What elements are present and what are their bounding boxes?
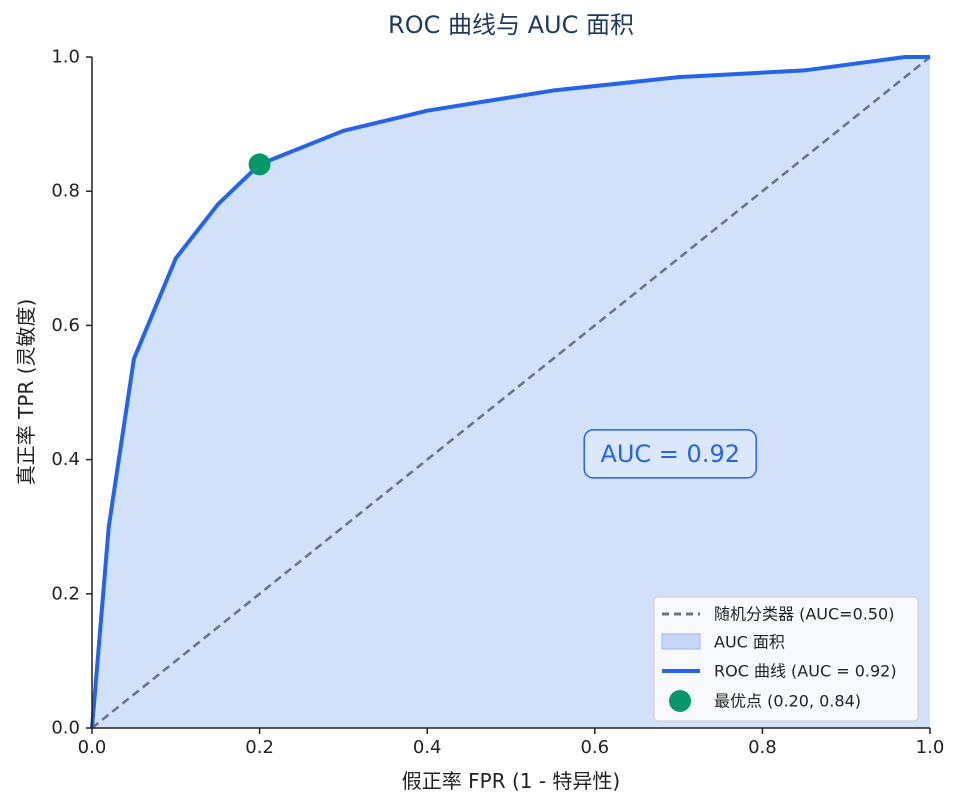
y-tick-label: 0.8 xyxy=(51,181,80,202)
legend-random-classifier-label: 随机分类器 (AUC=0.50) xyxy=(714,605,894,624)
x-tick-label: 1.0 xyxy=(916,737,945,758)
auc-annotation-text: AUC = 0.92 xyxy=(600,440,740,468)
legend-roc-curve-label: ROC 曲线 (AUC = 0.92) xyxy=(714,662,897,681)
legend: 随机分类器 (AUC=0.50) AUC 面积 ROC 曲线 (AUC = 0.… xyxy=(653,596,919,722)
legend-best-point-label: 最优点 (0.20, 0.84) xyxy=(714,692,861,711)
auc-annotation-box xyxy=(583,429,757,479)
x-tick-label: 0.4 xyxy=(413,737,442,758)
legend-best-point-swatch xyxy=(669,690,691,712)
legend-auc-area-swatch xyxy=(661,633,701,650)
best-point-marker xyxy=(248,153,271,176)
chart-title: ROC 曲线与 AUC 面积 xyxy=(388,11,634,39)
x-tick-label: 0.6 xyxy=(580,737,609,758)
x-tick-label: 0.2 xyxy=(245,737,274,758)
y-tick-label: 0.0 xyxy=(51,718,80,739)
x-axis-title: 假正率 FPR (1 - 特异性) xyxy=(402,769,620,793)
x-ticks: 0.0 0.2 0.4 0.6 0.8 1.0 xyxy=(78,728,945,758)
y-axis-title: 真正率 TPR (灵敏度) xyxy=(14,299,38,486)
legend-box xyxy=(653,596,919,722)
axes: 0.0 0.2 0.4 0.6 0.8 1.0 0.0 0.2 0.4 0.6 0.8 1.0 xyxy=(51,47,944,759)
x-tick-label: 0.8 xyxy=(748,737,777,758)
auc-annotation: AUC = 0.92 xyxy=(583,429,757,479)
y-tick-label: 0.4 xyxy=(51,449,80,470)
y-tick-label: 1.0 xyxy=(51,47,80,68)
y-ticks: 0.0 0.2 0.4 0.6 0.8 1.0 xyxy=(51,47,92,739)
roc-curve-line xyxy=(90,55,930,729)
y-tick-label: 0.6 xyxy=(51,315,80,336)
plot-area xyxy=(90,55,931,729)
x-tick-label: 0.0 xyxy=(78,737,107,758)
legend-auc-area-label: AUC 面积 xyxy=(714,633,785,652)
y-tick-label: 0.2 xyxy=(51,583,80,604)
random-classifier-line xyxy=(91,56,931,729)
